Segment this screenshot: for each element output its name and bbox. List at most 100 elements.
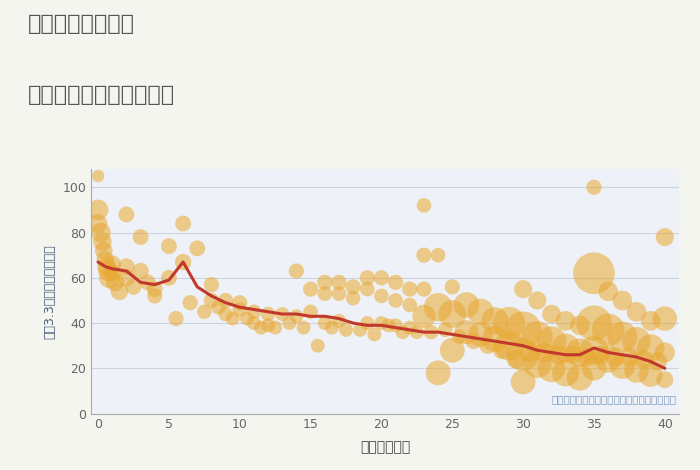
Point: [517, 326, 528, 334]
Point: [163, 274, 174, 282]
Point: [333, 317, 344, 325]
Point: [433, 251, 444, 259]
Point: [447, 283, 458, 290]
Point: [333, 290, 344, 298]
Point: [574, 321, 585, 329]
Point: [390, 321, 401, 329]
Point: [475, 308, 486, 315]
Point: [440, 326, 451, 334]
Point: [567, 351, 578, 359]
Point: [546, 337, 557, 345]
Point: [631, 337, 642, 345]
Point: [256, 324, 267, 331]
Point: [248, 319, 260, 327]
Point: [92, 172, 104, 180]
Point: [461, 301, 472, 309]
Point: [560, 344, 571, 352]
Point: [659, 233, 671, 241]
Point: [101, 263, 112, 270]
Point: [362, 319, 373, 327]
Point: [659, 376, 671, 384]
Point: [262, 321, 274, 329]
Point: [419, 251, 430, 259]
Point: [589, 184, 600, 191]
Point: [319, 319, 330, 327]
Point: [475, 330, 486, 338]
Point: [319, 279, 330, 286]
Point: [99, 256, 111, 264]
Point: [284, 319, 295, 327]
Text: 円の大きさは、取引のあった物件面積を示す: 円の大きさは、取引のあった物件面積を示す: [551, 394, 676, 404]
Point: [574, 374, 585, 381]
Point: [192, 245, 203, 252]
Point: [362, 285, 373, 293]
Point: [645, 371, 657, 379]
Point: [447, 346, 458, 354]
Point: [248, 308, 260, 315]
Point: [376, 319, 387, 327]
Point: [517, 285, 528, 293]
Point: [149, 285, 160, 293]
Point: [589, 365, 600, 372]
Point: [404, 285, 415, 293]
Point: [397, 329, 408, 336]
Point: [178, 258, 189, 266]
Point: [489, 317, 500, 325]
Point: [319, 290, 330, 298]
Point: [206, 297, 217, 304]
Point: [340, 326, 351, 334]
Point: [581, 353, 592, 361]
Point: [553, 351, 564, 359]
Point: [617, 333, 628, 340]
Point: [270, 324, 281, 331]
Point: [617, 362, 628, 370]
Point: [106, 269, 118, 277]
Point: [362, 274, 373, 282]
Point: [109, 279, 120, 286]
Point: [496, 346, 507, 354]
Point: [419, 313, 430, 320]
Point: [404, 324, 415, 331]
Point: [106, 260, 118, 268]
Point: [419, 202, 430, 209]
Point: [135, 233, 146, 241]
Point: [376, 274, 387, 282]
Point: [524, 349, 536, 356]
Point: [92, 206, 104, 214]
Point: [102, 267, 113, 275]
Point: [546, 310, 557, 318]
Point: [412, 329, 423, 336]
Point: [305, 285, 316, 293]
Point: [113, 288, 125, 295]
Point: [631, 367, 642, 375]
Point: [589, 269, 600, 277]
Point: [121, 211, 132, 218]
Point: [503, 342, 514, 350]
Y-axis label: 坪（3.3㎡）単価（万円）: 坪（3.3㎡）単価（万円）: [43, 244, 57, 339]
Point: [135, 267, 146, 275]
Point: [560, 369, 571, 376]
Point: [298, 324, 309, 331]
Point: [659, 315, 671, 322]
Point: [333, 279, 344, 286]
Point: [142, 279, 153, 286]
Point: [347, 294, 358, 302]
Point: [503, 319, 514, 327]
Point: [326, 324, 337, 331]
Point: [517, 378, 528, 386]
Point: [347, 283, 358, 290]
Point: [128, 283, 139, 290]
Point: [185, 299, 196, 306]
Point: [121, 263, 132, 270]
Point: [610, 353, 621, 361]
Point: [454, 333, 465, 340]
Point: [369, 330, 380, 338]
Point: [603, 326, 614, 334]
Point: [659, 349, 671, 356]
Point: [574, 349, 585, 356]
Point: [355, 326, 366, 334]
Point: [390, 279, 401, 286]
Point: [645, 317, 657, 325]
Point: [589, 346, 600, 354]
Point: [517, 351, 528, 359]
